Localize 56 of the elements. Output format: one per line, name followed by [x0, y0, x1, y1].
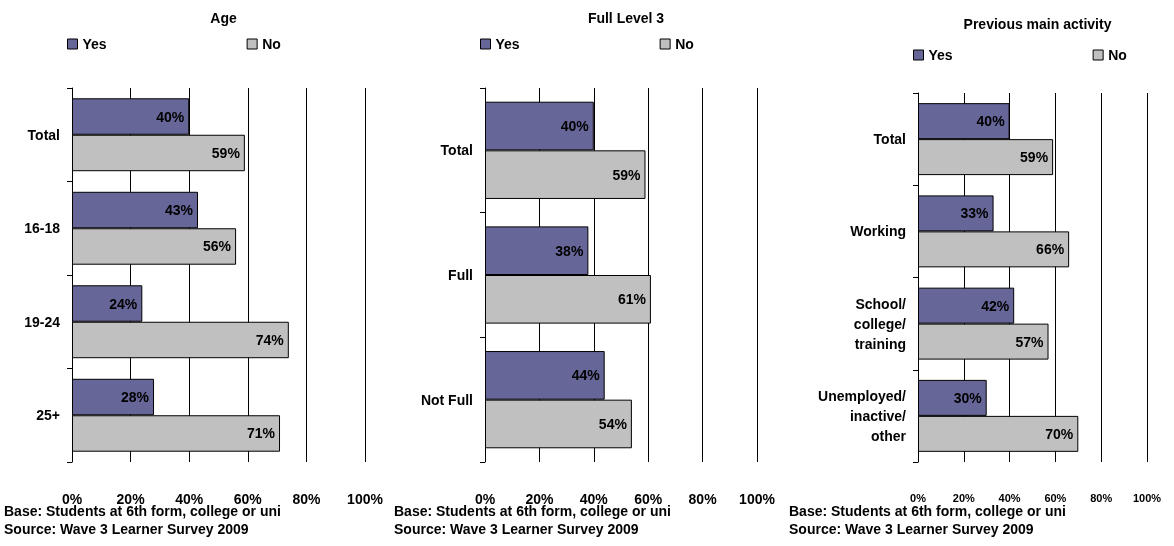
data-label: 54% — [598, 415, 628, 432]
data-label: 24% — [109, 295, 138, 312]
y-tick-label: Full — [448, 267, 473, 283]
x-tick-label: 60% — [1044, 491, 1067, 504]
x-tick-label: 20% — [952, 491, 976, 504]
legend-label: Yes — [82, 36, 107, 52]
chart-title: Full Level 3 — [587, 10, 665, 26]
data-label: 30% — [953, 389, 983, 406]
y-tick-label: Total — [27, 126, 60, 143]
data-label: 70% — [1045, 425, 1074, 442]
y-tick-label: Not Full — [420, 391, 473, 408]
x-tick-label: 80% — [292, 491, 321, 507]
chart-title: Previous main activity — [963, 16, 1112, 32]
y-tick-label: Unemployed/ inactive/ other — [818, 387, 907, 444]
data-label: 74% — [255, 331, 285, 348]
legend-label: Yes — [928, 47, 953, 63]
data-label: 59% — [612, 166, 642, 183]
data-label: 38% — [555, 242, 584, 259]
legend-label: No — [1108, 47, 1127, 63]
y-tick-label: Total — [440, 142, 473, 159]
data-label: 66% — [1036, 241, 1065, 258]
data-label: 42% — [981, 297, 1010, 314]
y-tick-label: 25+ — [36, 407, 60, 424]
data-label: 33% — [960, 205, 990, 222]
legend-label: No — [262, 36, 281, 52]
data-label: 59% — [211, 144, 241, 161]
data-label: 71% — [247, 425, 276, 442]
x-tick-label: 40% — [998, 491, 1021, 504]
source-note: Source: Wave 3 Learner Survey 2009 — [4, 521, 249, 537]
data-label: 28% — [121, 389, 150, 406]
data-label: 40% — [976, 113, 1006, 130]
source-note: Source: Wave 3 Learner Survey 2009 — [394, 521, 639, 537]
chart-title: Age — [210, 10, 237, 26]
data-label: 40% — [156, 108, 185, 125]
y-tick-label: 16-18 — [24, 220, 61, 237]
x-tick-label: 80% — [688, 491, 718, 507]
y-tick-label: School/ college/ training — [853, 295, 907, 352]
data-label: 44% — [571, 367, 601, 384]
x-tick-label: 100% — [347, 491, 384, 507]
data-label: 43% — [164, 202, 194, 219]
data-label: 59% — [1020, 149, 1049, 166]
y-tick-label: 19-24 — [24, 313, 61, 330]
data-label: 56% — [203, 238, 232, 255]
legend-label: No — [675, 36, 694, 52]
source-note: Source: Wave 3 Learner Survey 2009 — [789, 521, 1034, 537]
x-tick-label: 0% — [910, 491, 927, 504]
x-tick-label: 100% — [1132, 491, 1162, 504]
data-label: 61% — [617, 291, 647, 308]
x-tick-label: 80% — [1090, 491, 1113, 504]
x-tick-label: 100% — [739, 491, 776, 507]
y-tick-label: Working — [850, 223, 906, 240]
data-label: 57% — [1015, 333, 1045, 350]
data-label: 40% — [560, 118, 590, 135]
text: Base: Students at 6th form, college or uni — [789, 503, 1066, 519]
legend-label: Yes — [495, 36, 520, 52]
y-tick-label: Total — [873, 131, 906, 148]
